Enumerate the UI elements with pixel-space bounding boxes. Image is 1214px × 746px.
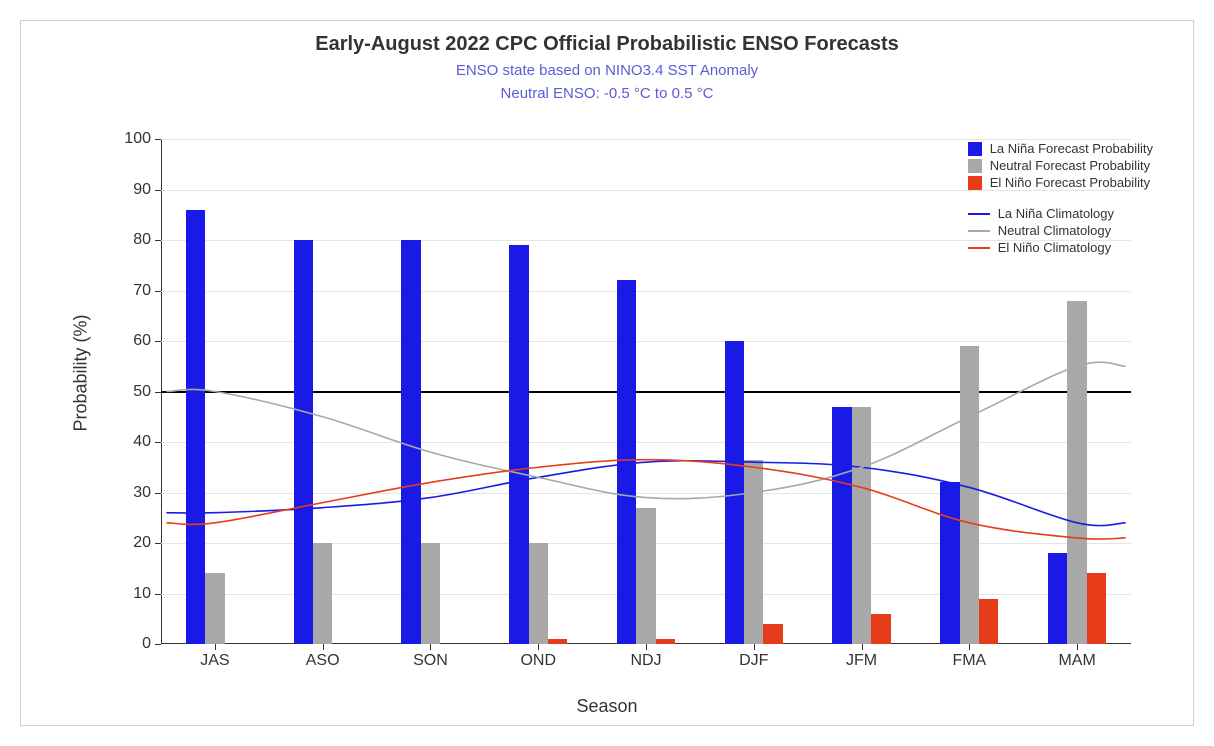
bar-el bbox=[979, 599, 998, 644]
y-tick-mark bbox=[155, 644, 161, 645]
bar-neutral bbox=[1067, 301, 1086, 644]
x-tick-label: SON bbox=[413, 652, 448, 670]
x-tick-mark bbox=[323, 644, 324, 650]
y-tick-label: 0 bbox=[142, 635, 151, 653]
legend-label: El Niño Climatology bbox=[998, 240, 1111, 255]
y-tick-mark bbox=[155, 493, 161, 494]
legend-label: La Niña Forecast Probability bbox=[990, 141, 1153, 156]
y-axis-title: Probability (%) bbox=[71, 314, 92, 431]
legend-item: El Niño Forecast Probability bbox=[968, 175, 1153, 190]
bar-neutral bbox=[529, 543, 548, 644]
x-tick-label: DJF bbox=[739, 652, 768, 670]
bar-el bbox=[871, 614, 890, 644]
bar-neutral bbox=[205, 573, 224, 644]
legend: La Niña Forecast Probability Neutral Fore… bbox=[968, 141, 1153, 257]
x-tick-mark bbox=[215, 644, 216, 650]
y-tick-label: 100 bbox=[124, 130, 151, 148]
bar-la bbox=[725, 341, 744, 644]
bar-la bbox=[1048, 553, 1067, 644]
y-tick-mark bbox=[155, 190, 161, 191]
x-tick-label: NDJ bbox=[630, 652, 661, 670]
bar-neutral bbox=[852, 407, 871, 644]
x-tick-label: FMA bbox=[952, 652, 986, 670]
y-tick-label: 10 bbox=[133, 585, 151, 603]
bar-el bbox=[1087, 573, 1106, 644]
y-tick-mark bbox=[155, 594, 161, 595]
chart-subtitle-1: ENSO state based on NINO3.4 SST Anomaly bbox=[21, 62, 1193, 79]
bar-la bbox=[294, 240, 313, 644]
bar-la bbox=[940, 482, 959, 644]
x-tick-label: OND bbox=[520, 652, 556, 670]
x-tick-mark bbox=[646, 644, 647, 650]
bar-la bbox=[617, 280, 636, 644]
legend-item: Neutral Climatology bbox=[968, 223, 1153, 238]
x-tick-mark bbox=[538, 644, 539, 650]
legend-label: Neutral Climatology bbox=[998, 223, 1111, 238]
x-tick-mark bbox=[430, 644, 431, 650]
legend-swatch bbox=[968, 176, 982, 190]
bar-neutral bbox=[744, 460, 763, 644]
legend-label: Neutral Forecast Probability bbox=[990, 158, 1150, 173]
x-axis-title: Season bbox=[576, 696, 637, 717]
x-tick-mark bbox=[754, 644, 755, 650]
y-tick-label: 50 bbox=[133, 383, 151, 401]
legend-label: La Niña Climatology bbox=[998, 206, 1114, 221]
bar-la bbox=[186, 210, 205, 644]
x-tick-label: MAM bbox=[1058, 652, 1095, 670]
y-tick-label: 70 bbox=[133, 282, 151, 300]
y-tick-mark bbox=[155, 139, 161, 140]
x-tick-label: JAS bbox=[200, 652, 229, 670]
x-tick-label: ASO bbox=[306, 652, 340, 670]
bar-la bbox=[832, 407, 851, 644]
y-tick-label: 40 bbox=[133, 433, 151, 451]
legend-item: Neutral Forecast Probability bbox=[968, 158, 1153, 173]
x-tick-mark bbox=[1077, 644, 1078, 650]
y-tick-label: 80 bbox=[133, 231, 151, 249]
legend-item: El Niño Climatology bbox=[968, 240, 1153, 255]
gridline bbox=[161, 139, 1131, 140]
legend-gap bbox=[968, 192, 1153, 206]
y-tick-mark bbox=[155, 442, 161, 443]
bar-la bbox=[509, 245, 528, 644]
bar-el bbox=[548, 639, 567, 644]
legend-label: El Niño Forecast Probability bbox=[990, 175, 1150, 190]
title-block: Early-August 2022 CPC Official Probabili… bbox=[21, 21, 1193, 102]
legend-line-swatch bbox=[968, 213, 990, 215]
x-tick-label: JFM bbox=[846, 652, 877, 670]
y-tick-mark bbox=[155, 291, 161, 292]
chart-title: Early-August 2022 CPC Official Probabili… bbox=[21, 33, 1193, 56]
legend-item: La Niña Forecast Probability bbox=[968, 141, 1153, 156]
y-tick-mark bbox=[155, 240, 161, 241]
legend-line-swatch bbox=[968, 247, 990, 249]
chart-subtitle-2: Neutral ENSO: -0.5 °C to 0.5 °C bbox=[21, 85, 1193, 102]
legend-item: La Niña Climatology bbox=[968, 206, 1153, 221]
legend-swatch bbox=[968, 142, 982, 156]
y-tick-mark bbox=[155, 543, 161, 544]
y-tick-label: 90 bbox=[133, 181, 151, 199]
bar-el bbox=[656, 639, 675, 644]
bar-neutral bbox=[636, 508, 655, 644]
legend-line-swatch bbox=[968, 230, 990, 232]
x-tick-mark bbox=[862, 644, 863, 650]
y-tick-label: 20 bbox=[133, 534, 151, 552]
legend-swatch bbox=[968, 159, 982, 173]
y-tick-mark bbox=[155, 341, 161, 342]
y-tick-label: 60 bbox=[133, 332, 151, 350]
x-tick-mark bbox=[969, 644, 970, 650]
bar-neutral bbox=[313, 543, 332, 644]
bar-neutral bbox=[421, 543, 440, 644]
bar-la bbox=[401, 240, 420, 644]
bar-neutral bbox=[960, 346, 979, 644]
bar-el bbox=[763, 624, 782, 644]
chart-container: Early-August 2022 CPC Official Probabili… bbox=[20, 20, 1194, 726]
y-tick-label: 30 bbox=[133, 484, 151, 502]
